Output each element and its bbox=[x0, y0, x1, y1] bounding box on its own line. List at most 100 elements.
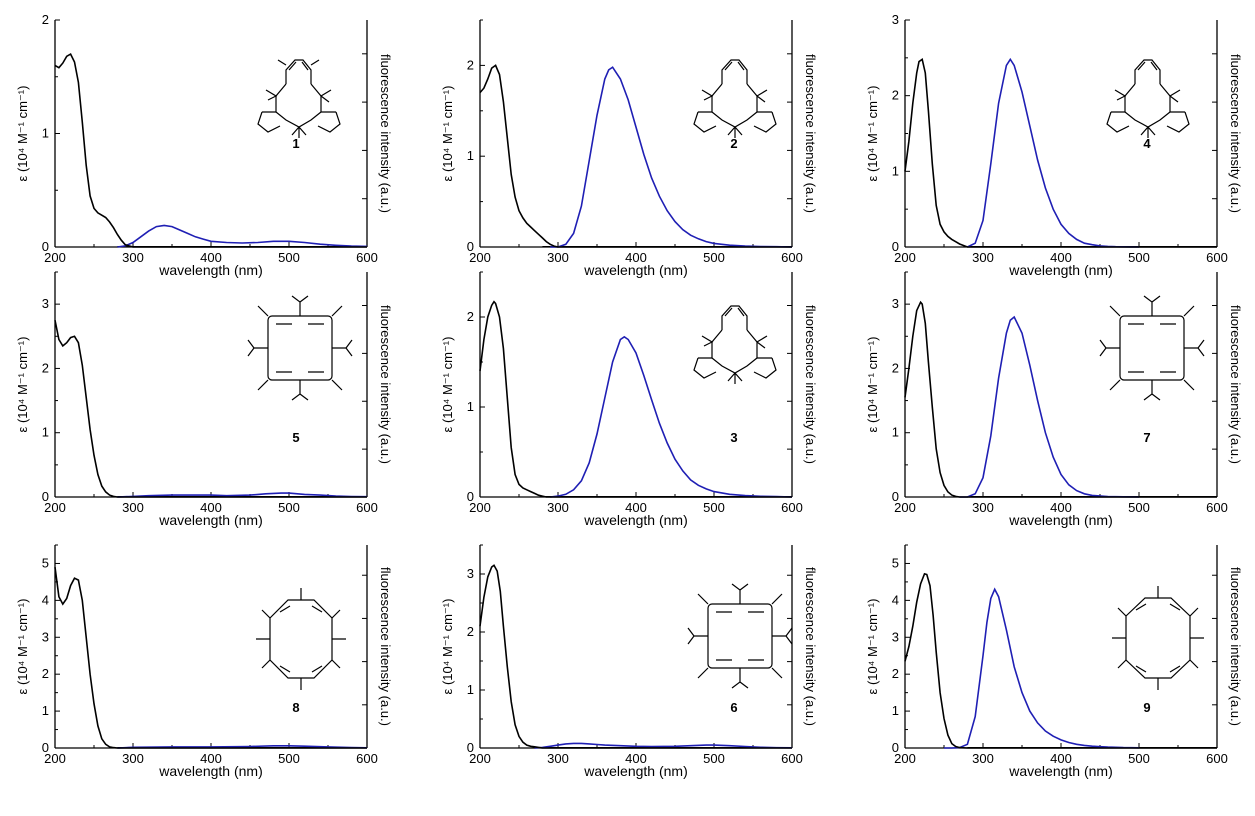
compound-label: 5 bbox=[292, 430, 299, 445]
x-tick-label: 200 bbox=[44, 751, 66, 766]
x-tick-label: 200 bbox=[469, 250, 491, 265]
y-tick-label: 2 bbox=[892, 666, 899, 681]
x-tick-label: 500 bbox=[1128, 500, 1150, 515]
y-axis-label: ε (10⁴ M⁻¹ cm⁻¹) bbox=[15, 599, 30, 695]
x-tick-label: 600 bbox=[1206, 500, 1228, 515]
x-tick-label: 200 bbox=[894, 250, 916, 265]
right-axis-label: fluorescence intensity (a.u.) bbox=[803, 567, 818, 726]
x-axis-label: wavelength (nm) bbox=[1008, 512, 1113, 528]
x-tick-label: 400 bbox=[200, 250, 222, 265]
x-tick-label: 400 bbox=[200, 500, 222, 515]
y-tick-label: 0 bbox=[467, 239, 474, 254]
x-tick-label: 300 bbox=[547, 500, 569, 515]
y-tick-label: 3 bbox=[467, 566, 474, 581]
x-tick-label: 200 bbox=[469, 751, 491, 766]
y-tick-label: 1 bbox=[467, 148, 474, 163]
x-tick-label: 300 bbox=[547, 751, 569, 766]
right-axis-label: fluorescence intensity (a.u.) bbox=[1228, 305, 1243, 464]
x-tick-label: 600 bbox=[1206, 751, 1228, 766]
right-axis-label: fluorescence intensity (a.u.) bbox=[378, 305, 393, 464]
x-tick-label: 500 bbox=[278, 500, 300, 515]
absorption-line bbox=[54, 320, 367, 498]
x-tick-label: 300 bbox=[972, 751, 994, 766]
y-axis-label: ε (10⁴ M⁻¹ cm⁻¹) bbox=[440, 86, 455, 182]
y-axis-label: ε (10⁴ M⁻¹ cm⁻¹) bbox=[865, 337, 880, 433]
x-axis-label: wavelength (nm) bbox=[1008, 763, 1113, 779]
y-tick-label: 3 bbox=[42, 296, 49, 311]
x-tick-label: 500 bbox=[278, 250, 300, 265]
structure-compound-8 bbox=[256, 588, 346, 690]
x-axis-label: wavelength (nm) bbox=[1008, 262, 1113, 278]
chart-panel-9: 200 300 400 500 600 0 1 2 3 4 5 wavelength (nm) ε (1… bbox=[865, 544, 1243, 779]
y-tick-label: 0 bbox=[467, 489, 474, 504]
absorption-line bbox=[479, 564, 792, 749]
right-axis-label: fluorescence intensity (a.u.) bbox=[803, 305, 818, 464]
absorption-line bbox=[904, 57, 1217, 248]
x-tick-label: 200 bbox=[894, 751, 916, 766]
chart-panel-1: 200 300 400 500 600 0 1 2 wavelength (nm) ε (10⁴ … bbox=[15, 12, 393, 278]
x-tick-label: 400 bbox=[1050, 250, 1072, 265]
x-tick-label: 300 bbox=[122, 500, 144, 515]
structure-compound-7 bbox=[1099, 295, 1205, 401]
y-axis-label: ε (10⁴ M⁻¹ cm⁻¹) bbox=[865, 86, 880, 182]
x-tick-label: 500 bbox=[703, 500, 725, 515]
compound-label: 4 bbox=[1143, 136, 1151, 151]
y-tick-label: 5 bbox=[892, 555, 899, 570]
compound-label: 2 bbox=[730, 136, 737, 151]
chart-panel-7: 200 300 400 500 600 0 1 2 3 wavelength (nm) ε (10⁴… bbox=[865, 271, 1243, 528]
fluorescence-line bbox=[534, 742, 793, 749]
right-axis-label: fluorescence intensity (a.u.) bbox=[1228, 54, 1243, 213]
y-tick-label: 0 bbox=[467, 740, 474, 755]
y-tick-label: 0 bbox=[42, 489, 49, 504]
y-tick-label: 2 bbox=[892, 360, 899, 375]
x-tick-label: 300 bbox=[122, 751, 144, 766]
x-tick-label: 200 bbox=[469, 500, 491, 515]
y-axis-label: ε (10⁴ M⁻¹ cm⁻¹) bbox=[440, 337, 455, 433]
y-tick-label: 5 bbox=[42, 555, 49, 570]
absorption-line bbox=[54, 52, 367, 248]
compound-label: 3 bbox=[730, 430, 737, 445]
y-tick-label: 0 bbox=[42, 239, 49, 254]
x-tick-label: 200 bbox=[44, 250, 66, 265]
y-tick-label: 1 bbox=[42, 126, 49, 141]
x-tick-label: 400 bbox=[625, 751, 647, 766]
x-tick-label: 200 bbox=[894, 500, 916, 515]
y-tick-label: 2 bbox=[42, 360, 49, 375]
y-tick-label: 0 bbox=[892, 740, 899, 755]
x-axis-label: wavelength (nm) bbox=[158, 262, 263, 278]
x-tick-label: 500 bbox=[1128, 751, 1150, 766]
y-tick-label: 0 bbox=[892, 489, 899, 504]
x-tick-label: 400 bbox=[625, 500, 647, 515]
x-tick-label: 500 bbox=[703, 751, 725, 766]
structure-compound-9 bbox=[1112, 586, 1204, 690]
y-axis-label: ε (10⁴ M⁻¹ cm⁻¹) bbox=[15, 337, 30, 433]
x-tick-label: 500 bbox=[1128, 250, 1150, 265]
x-axis-label: wavelength (nm) bbox=[583, 763, 688, 779]
fluorescence-line bbox=[959, 315, 1140, 498]
chart-panel-8: 200 300 400 500 600 0 1 2 3 4 5 wavelength (nm) ε (1… bbox=[15, 544, 393, 779]
right-axis-label: fluorescence intensity (a.u.) bbox=[803, 54, 818, 213]
absorption-line bbox=[904, 300, 1217, 498]
absorption-line bbox=[479, 300, 792, 498]
absorption-line bbox=[54, 566, 367, 749]
x-axis-label: wavelength (nm) bbox=[583, 512, 688, 528]
y-tick-label: 3 bbox=[42, 629, 49, 644]
y-tick-label: 4 bbox=[42, 592, 49, 607]
right-axis-label: fluorescence intensity (a.u.) bbox=[378, 54, 393, 213]
structure-compound-5 bbox=[247, 295, 353, 401]
y-tick-label: 3 bbox=[892, 296, 899, 311]
y-tick-label: 4 bbox=[892, 592, 899, 607]
chart-panel-2: 200 300 400 500 600 0 1 2 wavelength (nm) ε (10⁴ … bbox=[440, 19, 818, 278]
y-axis-label: ε (10⁴ M⁻¹ cm⁻¹) bbox=[440, 599, 455, 695]
absorption-line bbox=[904, 572, 1217, 749]
structure-compound-3 bbox=[693, 305, 777, 384]
y-tick-label: 1 bbox=[892, 425, 899, 440]
compound-label: 6 bbox=[730, 700, 737, 715]
x-tick-label: 200 bbox=[44, 500, 66, 515]
right-axis-label: fluorescence intensity (a.u.) bbox=[378, 567, 393, 726]
x-tick-label: 300 bbox=[547, 250, 569, 265]
x-tick-label: 600 bbox=[781, 250, 803, 265]
y-tick-label: 0 bbox=[42, 740, 49, 755]
structure-compound-4 bbox=[1106, 59, 1190, 138]
